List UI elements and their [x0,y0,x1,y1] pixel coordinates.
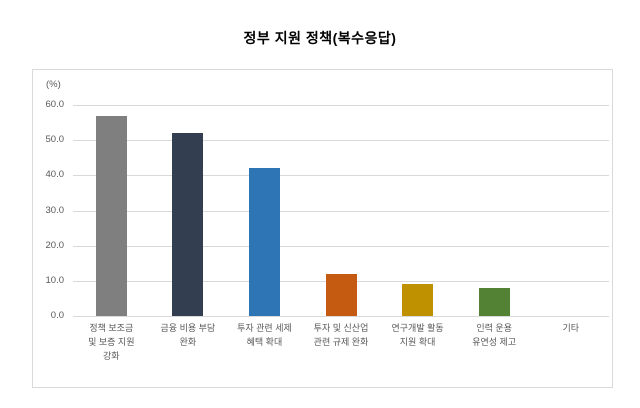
y-tick-label: 40.0 [45,169,65,181]
bar-3 [248,168,280,316]
chart-title: 정부 지원 정책(복수응답) [243,30,397,46]
x-tick-label: 투자 및 신산업 관련 규제 완화 [313,323,369,347]
gridline [73,175,609,177]
bar-column [303,105,380,316]
x-tick-label: 연구개발 활동 지원 확대 [391,323,444,347]
bar-2 [172,133,204,316]
bar-column [456,105,533,316]
x-axis-labels: 정책 보조금 및 보증 지원 강화 금융 비용 부담 완화 투자 관련 세제 혜택 … [73,321,609,363]
gridline [73,316,609,317]
bar-column [379,105,456,316]
gridline [73,140,609,142]
gridline [73,105,609,106]
bar-1 [95,115,127,316]
y-tick-label: 50.0 [45,134,65,146]
bar-4 [325,273,357,316]
bar-column [226,105,303,316]
x-tick-label: 인력 운용 유연성 제고 [472,323,517,347]
y-tick-label: 60.0 [45,99,65,110]
x-tick-label: 금융 비용 부담 완화 [160,323,216,347]
bar-column [73,105,150,316]
x-tick-label: 기타 [562,323,580,333]
y-tick-label: 0.0 [50,310,64,321]
chart-area: (%) 60.0 50.0 40.0 30.0 20.0 10.0 0.0 정책 보조금 및… [32,69,613,388]
gridline [73,210,609,212]
bar-series [73,105,609,316]
y-axis-unit-label: (%) [46,79,61,90]
bar-5 [402,284,434,316]
y-tick-label: 30.0 [45,204,65,216]
x-tick-label: 투자 관련 세제 혜택 확대 [237,323,292,347]
x-tick-label: 정책 보조금 및 보증 지원 강화 [88,323,135,361]
bar-6 [478,287,510,316]
gridline [73,245,609,247]
bar-column [532,105,609,316]
y-axis-tick-labels: 60.0 50.0 40.0 30.0 20.0 10.0 0.0 [33,99,65,321]
y-tick-label: 10.0 [45,274,65,286]
bar-column [150,105,227,316]
y-tick-label: 20.0 [45,239,65,251]
